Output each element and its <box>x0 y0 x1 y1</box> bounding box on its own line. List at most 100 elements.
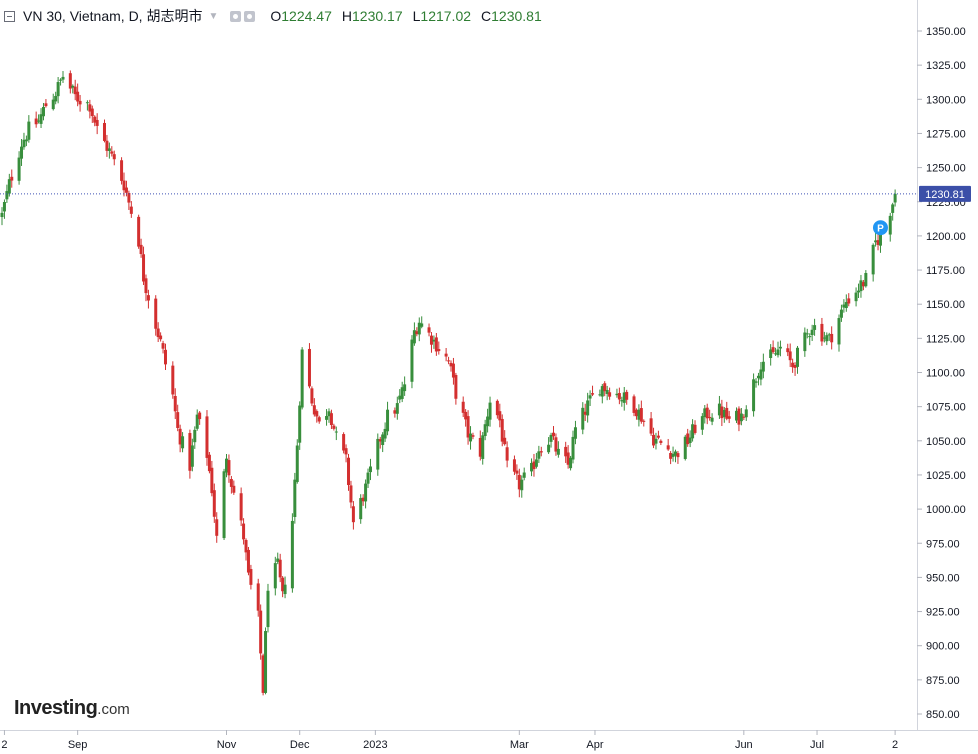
candle <box>505 441 509 468</box>
candle-body <box>73 86 77 95</box>
price-tick-label: 975.00 <box>926 538 960 550</box>
candle-body <box>656 435 660 438</box>
candle-body <box>137 216 141 247</box>
candle <box>295 439 299 484</box>
candle <box>78 94 82 112</box>
current-price-label: 1230.81 <box>925 189 965 201</box>
candle <box>415 327 419 337</box>
candle-body <box>210 467 214 494</box>
candle-body <box>737 408 741 425</box>
candle-body <box>78 100 82 105</box>
candle <box>888 212 892 242</box>
candle <box>7 173 11 197</box>
candle-body <box>432 339 436 342</box>
candle <box>342 432 346 454</box>
eye-icon[interactable] <box>230 10 242 22</box>
candle-body <box>139 244 143 255</box>
price-tick-label: 875.00 <box>926 675 960 687</box>
candle-body <box>76 91 80 102</box>
candle <box>825 332 829 346</box>
candle <box>242 518 246 545</box>
candle <box>122 172 126 197</box>
candle <box>112 150 116 166</box>
candle <box>161 340 165 354</box>
candle-body <box>639 408 643 422</box>
candle-body <box>0 212 4 218</box>
candle-body <box>615 393 619 396</box>
price-tick-label: 850.00 <box>926 709 960 721</box>
chevron-down-icon[interactable]: ▼ <box>208 10 219 22</box>
candle-body <box>39 114 43 124</box>
candle <box>17 151 21 185</box>
candle <box>364 479 368 509</box>
price-tick-label: 1175.00 <box>926 265 965 277</box>
candle <box>669 451 673 465</box>
candle <box>564 441 568 463</box>
candle-body <box>110 151 114 154</box>
price-tick-label: 1075.00 <box>926 402 966 414</box>
candle <box>37 114 41 124</box>
candle-body <box>693 424 697 433</box>
time-tick-label: Mar <box>510 739 529 751</box>
logo-brand: Investing <box>14 697 98 719</box>
time-tick-label: Jul <box>810 739 824 751</box>
candle-body <box>344 448 348 455</box>
candle-body <box>120 160 124 181</box>
candle-body <box>276 558 280 562</box>
candle-body <box>710 417 714 422</box>
time-tick-label: Jun <box>735 739 753 751</box>
candle-body <box>703 408 707 418</box>
candle <box>171 361 175 399</box>
gear-icon[interactable] <box>244 10 256 22</box>
candle <box>110 146 114 157</box>
candle-body <box>735 410 739 421</box>
candle-body <box>586 400 590 416</box>
candle-body <box>603 383 607 392</box>
candle <box>283 576 287 599</box>
candle <box>656 430 660 440</box>
candle-body <box>105 140 109 151</box>
candle <box>530 458 534 477</box>
symbol-title[interactable]: VN 30, Vietnam, D, 胡志明市 <box>23 8 203 24</box>
candle <box>539 446 543 457</box>
candle <box>703 405 707 424</box>
candle <box>195 409 199 431</box>
candle <box>735 407 739 424</box>
candle <box>871 243 875 282</box>
collapse-icon[interactable] <box>4 10 15 22</box>
candle-body <box>771 347 775 353</box>
candle <box>603 381 607 397</box>
candle-body <box>444 353 448 357</box>
candle <box>598 389 602 397</box>
candle-body <box>195 414 199 429</box>
candle <box>551 426 555 440</box>
candle-body <box>605 389 609 394</box>
candle-body <box>744 409 748 418</box>
candle <box>239 487 243 527</box>
time-tick-label: 2 <box>892 739 898 751</box>
candle-body <box>129 206 133 214</box>
candle-body <box>625 391 629 400</box>
candle <box>105 134 109 157</box>
candle-body <box>264 631 268 693</box>
candle-body <box>361 497 365 502</box>
candle-body <box>449 362 453 367</box>
price-tick-label: 900.00 <box>926 641 960 653</box>
candle-body <box>334 431 338 433</box>
candle-body <box>666 445 670 450</box>
candle-body <box>466 416 470 438</box>
candle-body <box>539 451 543 453</box>
candle-body <box>95 119 99 126</box>
candle <box>427 323 431 337</box>
candle-body <box>530 462 534 472</box>
candle-body <box>290 520 294 589</box>
candle <box>522 467 526 481</box>
candle-body <box>190 445 194 467</box>
candle <box>622 386 626 411</box>
candle-body <box>283 584 287 595</box>
candle-body <box>515 470 519 474</box>
candle <box>347 453 351 491</box>
candle <box>351 501 355 530</box>
